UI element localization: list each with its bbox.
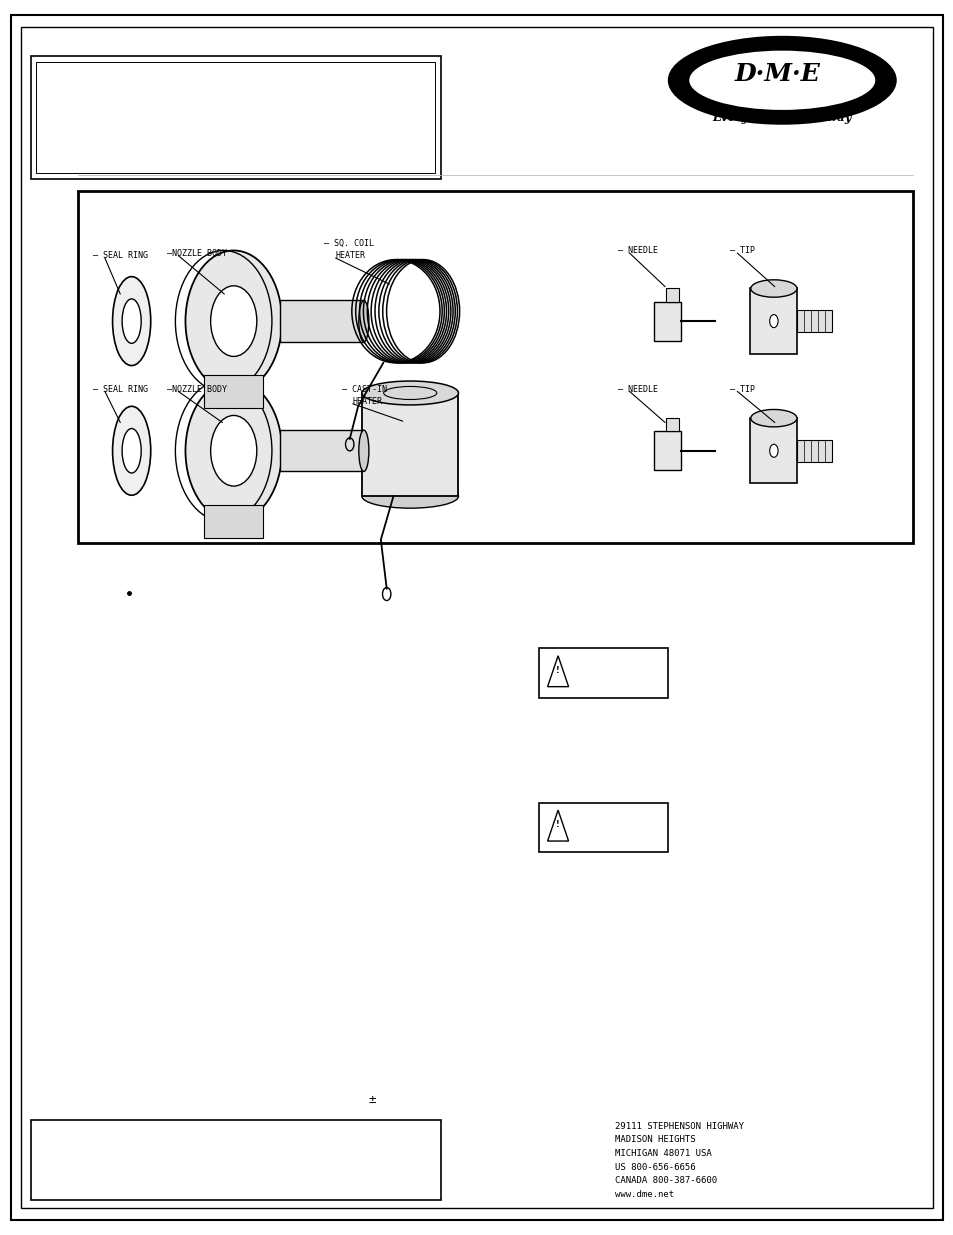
- Ellipse shape: [769, 445, 778, 457]
- Bar: [279, 430, 363, 472]
- Bar: [665, 419, 679, 431]
- Bar: [654, 301, 680, 341]
- Ellipse shape: [750, 280, 796, 298]
- Bar: [538, 803, 667, 852]
- Text: — SEAL RING: — SEAL RING: [93, 251, 149, 261]
- Bar: [665, 289, 679, 301]
- Text: Every step of the way: Every step of the way: [712, 111, 851, 124]
- Bar: [78, 191, 912, 543]
- Bar: [30, 56, 440, 179]
- Ellipse shape: [361, 382, 458, 405]
- Text: !: !: [556, 666, 559, 676]
- Text: — CAST-IN: — CAST-IN: [341, 384, 386, 394]
- Ellipse shape: [112, 277, 151, 366]
- Text: www.dme.net: www.dme.net: [615, 1189, 674, 1199]
- Bar: [36, 62, 435, 173]
- Ellipse shape: [112, 406, 151, 495]
- Text: — NEEDLE: — NEEDLE: [618, 384, 658, 394]
- Text: — SEAL RING: — SEAL RING: [93, 384, 149, 394]
- Ellipse shape: [122, 429, 141, 473]
- Text: — NEEDLE: — NEEDLE: [618, 246, 658, 256]
- Ellipse shape: [122, 299, 141, 343]
- Text: MICHIGAN 48071 USA: MICHIGAN 48071 USA: [615, 1149, 711, 1158]
- Text: — SQ. COIL: — SQ. COIL: [324, 238, 374, 248]
- Text: — TIP: — TIP: [729, 246, 754, 256]
- Ellipse shape: [750, 410, 796, 427]
- Ellipse shape: [211, 415, 256, 487]
- Ellipse shape: [358, 300, 369, 342]
- Bar: [204, 375, 263, 408]
- Ellipse shape: [688, 51, 874, 110]
- Bar: [796, 440, 831, 462]
- Ellipse shape: [211, 285, 256, 357]
- Polygon shape: [547, 810, 568, 841]
- Ellipse shape: [361, 484, 458, 508]
- Text: D·M·E: D·M·E: [734, 62, 820, 86]
- Text: 29111 STEPHENSON HIGHWAY: 29111 STEPHENSON HIGHWAY: [615, 1121, 743, 1131]
- Polygon shape: [547, 656, 568, 687]
- Text: HEATER: HEATER: [353, 396, 382, 406]
- Bar: [538, 648, 667, 698]
- Text: — TIP: — TIP: [729, 384, 754, 394]
- Bar: [750, 289, 796, 353]
- Ellipse shape: [667, 36, 896, 125]
- Bar: [204, 505, 263, 537]
- Bar: [654, 431, 680, 471]
- Bar: [30, 1120, 440, 1200]
- Text: MADISON HEIGHTS: MADISON HEIGHTS: [615, 1135, 696, 1145]
- Ellipse shape: [185, 380, 282, 521]
- Text: —NOZZLE BODY: —NOZZLE BODY: [167, 384, 227, 394]
- Text: ±: ±: [368, 1093, 375, 1105]
- Text: —NOZZLE BODY: —NOZZLE BODY: [167, 248, 227, 258]
- Ellipse shape: [702, 52, 850, 101]
- Ellipse shape: [769, 315, 778, 327]
- Ellipse shape: [185, 251, 282, 391]
- Bar: [361, 393, 458, 496]
- Bar: [279, 300, 363, 342]
- Text: US 800-656-6656: US 800-656-6656: [615, 1162, 696, 1172]
- Text: CANADA 800-387-6600: CANADA 800-387-6600: [615, 1176, 717, 1186]
- Ellipse shape: [358, 430, 369, 472]
- Bar: [750, 419, 796, 483]
- Text: HEATER: HEATER: [335, 251, 365, 261]
- Bar: [796, 310, 831, 332]
- Text: !: !: [556, 820, 559, 830]
